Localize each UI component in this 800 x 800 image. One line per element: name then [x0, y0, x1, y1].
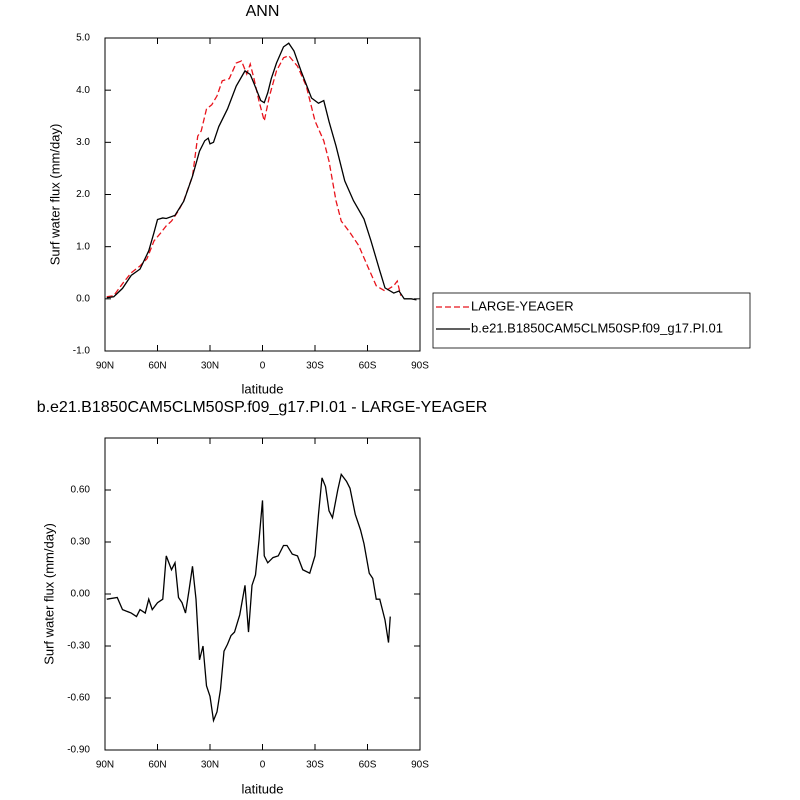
plot-frame	[104, 37, 421, 352]
y-tick-label: 1.0	[76, 241, 90, 252]
y-tick-label: 5.0	[76, 33, 90, 44]
data-line	[106, 472, 391, 724]
data-line	[106, 42, 417, 301]
y-tick-label: 3.0	[76, 137, 90, 148]
chart-title: ANN	[246, 3, 280, 20]
y-tick-label: -0.60	[67, 693, 90, 704]
y-tick-label: 0.30	[71, 537, 91, 548]
x-tick-label: 0	[260, 760, 266, 771]
plot-frame	[104, 437, 421, 751]
x-tick-label: 60N	[148, 361, 166, 372]
x-tick-label: 60S	[359, 361, 377, 372]
data-line	[106, 54, 402, 298]
y-tick-label: -1.0	[73, 346, 91, 357]
y-tick-label: 2.0	[76, 189, 90, 200]
x-axis-label: latitude	[242, 781, 284, 796]
y-tick-label: 0.60	[71, 485, 91, 496]
x-tick-label: 30N	[201, 760, 219, 771]
y-axis-label: Surf water flux (mm/day)	[47, 124, 62, 266]
x-tick-label: 60S	[359, 760, 377, 771]
y-tick-label: -0.90	[67, 745, 90, 756]
y-tick-label: 0.0	[76, 293, 90, 304]
y-tick-label: 4.0	[76, 85, 90, 96]
x-tick-label: 30S	[306, 760, 324, 771]
x-tick-label: 60N	[148, 760, 166, 771]
legend-label: LARGE-YEAGER	[471, 298, 574, 313]
x-tick-label: 90S	[411, 760, 429, 771]
x-tick-label: 90S	[411, 361, 429, 372]
x-tick-label: 90N	[96, 361, 114, 372]
x-axis-label: latitude	[242, 381, 284, 396]
chart-title: b.e21.B1850CAM5CLM50SP.f09_g17.PI.01 - L…	[37, 399, 488, 416]
legend-label: b.e21.B1850CAM5CLM50SP.f09_g17.PI.01	[471, 320, 723, 335]
y-axis-label: Surf water flux (mm/day)	[41, 523, 56, 665]
x-tick-label: 0	[260, 361, 266, 372]
y-tick-label: 0.00	[71, 589, 91, 600]
x-tick-label: 30N	[201, 361, 219, 372]
x-tick-label: 90N	[96, 760, 114, 771]
legend-box	[432, 292, 751, 349]
y-tick-label: -0.30	[67, 641, 90, 652]
x-tick-label: 30S	[306, 361, 324, 372]
